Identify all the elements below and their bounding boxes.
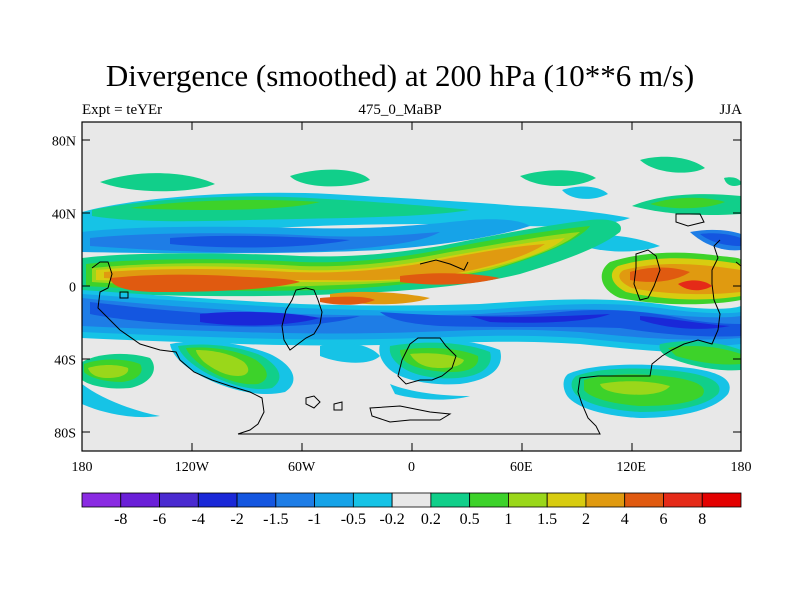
- divergence-field: [82, 122, 741, 451]
- colorbar-box: [314, 492, 354, 508]
- colorbar-box: [159, 492, 199, 508]
- colorbar-label: -6: [153, 511, 166, 528]
- plot-title: Divergence (smoothed) at 200 hPa (10**6 …: [105, 58, 695, 93]
- colorbar-label: 2: [582, 511, 590, 528]
- colorbar-label: 1: [504, 511, 512, 528]
- x-tick-label: 60W: [288, 460, 316, 475]
- colorbar-labels: -8 -6 -4 -2 -1.5 -1 -0.5 -0.2 0.2 0.5 1 1.5 2 4 6 8: [114, 511, 706, 528]
- colorbar-box: [546, 492, 587, 508]
- colorbar-box: [430, 492, 471, 508]
- colorbar-label: 8: [698, 511, 706, 528]
- colorbar-box: [663, 492, 703, 508]
- tick-marks: [82, 122, 741, 451]
- colorbar-box: [81, 492, 122, 508]
- colorbar-label: 6: [659, 511, 667, 528]
- x-tick-label: 0: [408, 460, 415, 475]
- colorbar-label: 1.5: [537, 511, 557, 528]
- colorbar-box: [624, 492, 664, 508]
- y-tick-label: 80N: [52, 134, 76, 149]
- y-tick-label: 0: [69, 281, 76, 296]
- colorbar-label: -0.2: [379, 511, 404, 528]
- experiment-label: Expt = teYEr: [82, 102, 163, 118]
- colorbar-label: 0.2: [421, 511, 441, 528]
- x-tick-labels: 180 120W 60W 0 60E 120E 180: [72, 460, 752, 475]
- y-tick-labels: 80N 40N 0 40S 80S: [52, 134, 76, 441]
- period-label: 475_0_MaBP: [358, 102, 442, 118]
- colorbar-box: [197, 492, 238, 508]
- colorbar-label: 0.5: [460, 511, 480, 528]
- colorbar-label: -2: [230, 511, 243, 528]
- x-tick-label: 120E: [616, 460, 646, 475]
- colorbar-label: -1: [308, 511, 321, 528]
- x-tick-label: 120W: [175, 460, 210, 475]
- x-tick-label: 180: [72, 460, 93, 475]
- colorbar-label: -4: [192, 511, 205, 528]
- colorbar-box: [352, 492, 393, 508]
- colorbar-box: [236, 492, 277, 508]
- colorbar-box: [120, 492, 160, 508]
- colorbar-label: -1.5: [263, 511, 288, 528]
- colorbar-box: [701, 492, 742, 508]
- colorbar: [81, 492, 742, 508]
- colorbar-box: [391, 492, 432, 508]
- colorbar-box: [469, 492, 509, 508]
- coastlines: [91, 213, 741, 435]
- y-tick-label: 40N: [52, 207, 76, 222]
- axes: 80N 40N 0 40S 80S 180 120W 60W 0 60E 120E 180: [52, 121, 752, 475]
- colorbar-label: -8: [114, 511, 127, 528]
- x-tick-label: 60E: [510, 460, 533, 475]
- x-tick-label: 180: [731, 460, 752, 475]
- colorbar-box: [508, 492, 548, 508]
- y-tick-label: 80S: [54, 427, 76, 442]
- colorbar-box: [275, 492, 315, 508]
- y-tick-label: 40S: [54, 354, 76, 369]
- colorbar-label: -0.5: [341, 511, 366, 528]
- colorbar-label: 4: [621, 511, 629, 528]
- season-label: JJA: [719, 102, 742, 118]
- colorbar-box: [585, 492, 626, 508]
